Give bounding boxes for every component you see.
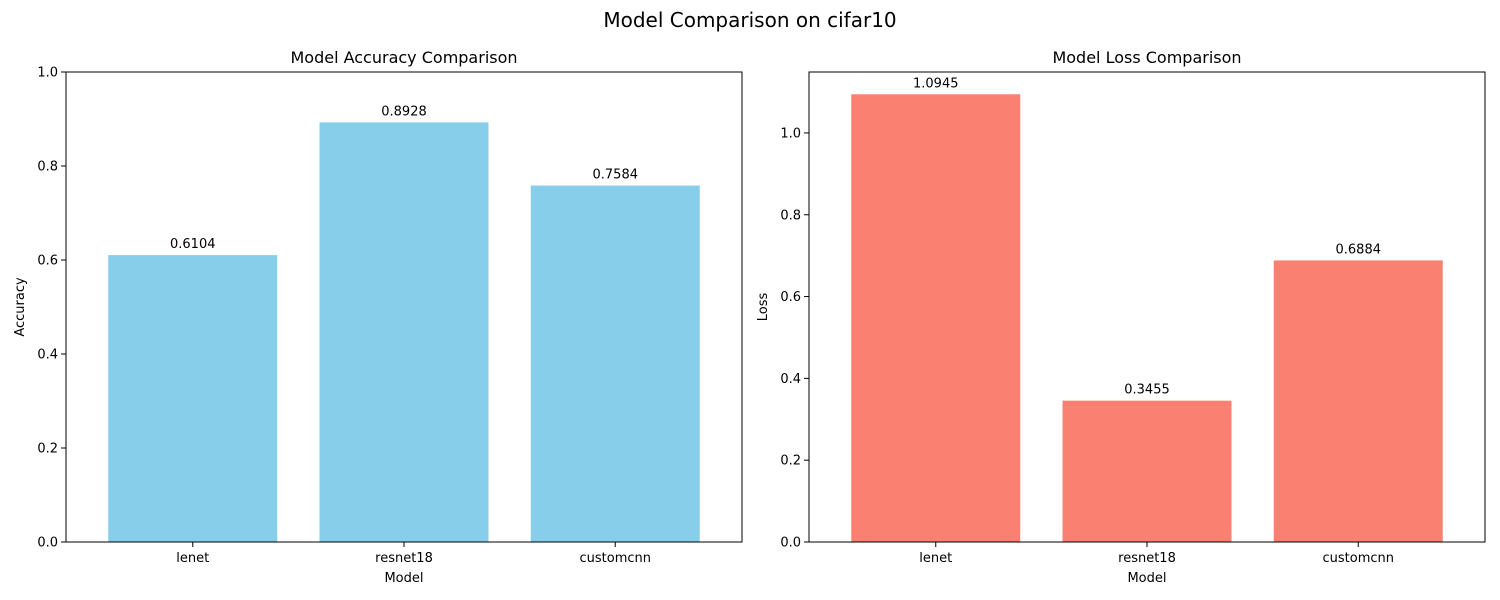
accuracy-bar-resnet18 (319, 122, 489, 542)
loss-ytick-label: 0.8 (780, 208, 801, 223)
accuracy-y-axis-label: Accuracy (13, 277, 28, 337)
accuracy-xtick-label-resnet18: resnet18 (375, 551, 433, 566)
loss-bar-lenet (851, 94, 1021, 542)
loss-ytick-label: 0.6 (780, 290, 801, 305)
loss-xtick-label-resnet18: resnet18 (1118, 551, 1176, 566)
loss-xtick-label-customcnn: customcnn (1323, 551, 1395, 566)
accuracy-bar-customcnn (530, 185, 700, 543)
loss-value-label-lenet: 1.0945 (913, 76, 959, 91)
accuracy-ytick-label: 0.0 (37, 536, 58, 551)
loss-bar-customcnn (1273, 260, 1443, 542)
accuracy-value-label-resnet18: 0.8928 (381, 104, 427, 119)
loss-ytick-label: 0.4 (780, 372, 801, 387)
accuracy-bar-lenet (108, 255, 278, 543)
accuracy-ytick-label: 0.8 (37, 160, 58, 175)
loss-ytick-label: 0.2 (780, 454, 801, 469)
loss-xtick-label-lenet: lenet (919, 551, 952, 566)
loss-ytick-label: 0.0 (780, 536, 801, 551)
accuracy-xtick-label-lenet: lenet (176, 551, 209, 566)
accuracy-ytick-label: 0.4 (37, 348, 58, 363)
accuracy-ytick-label: 1.0 (37, 66, 58, 81)
accuracy-x-axis-label: Model (384, 571, 423, 586)
accuracy-value-label-customcnn: 0.7584 (593, 168, 639, 183)
accuracy-ytick-label: 0.6 (37, 254, 58, 269)
figure-title: Model Comparison on cifar10 (603, 8, 897, 32)
loss-value-label-customcnn: 0.6884 (1336, 242, 1382, 257)
accuracy-value-label-lenet: 0.6104 (170, 237, 216, 252)
accuracy-ytick-label: 0.2 (37, 442, 58, 457)
loss-bar-resnet18 (1062, 400, 1232, 542)
loss-ytick-label: 1.0 (780, 126, 801, 141)
loss-x-axis-label: Model (1127, 571, 1166, 586)
loss-value-label-resnet18: 0.3455 (1124, 383, 1170, 398)
loss-y-axis-label: Loss (756, 293, 771, 322)
accuracy-xtick-label-customcnn: customcnn (580, 551, 652, 566)
loss-chart-title: Model Loss Comparison (1052, 48, 1241, 67)
accuracy-chart-title: Model Accuracy Comparison (290, 48, 517, 67)
